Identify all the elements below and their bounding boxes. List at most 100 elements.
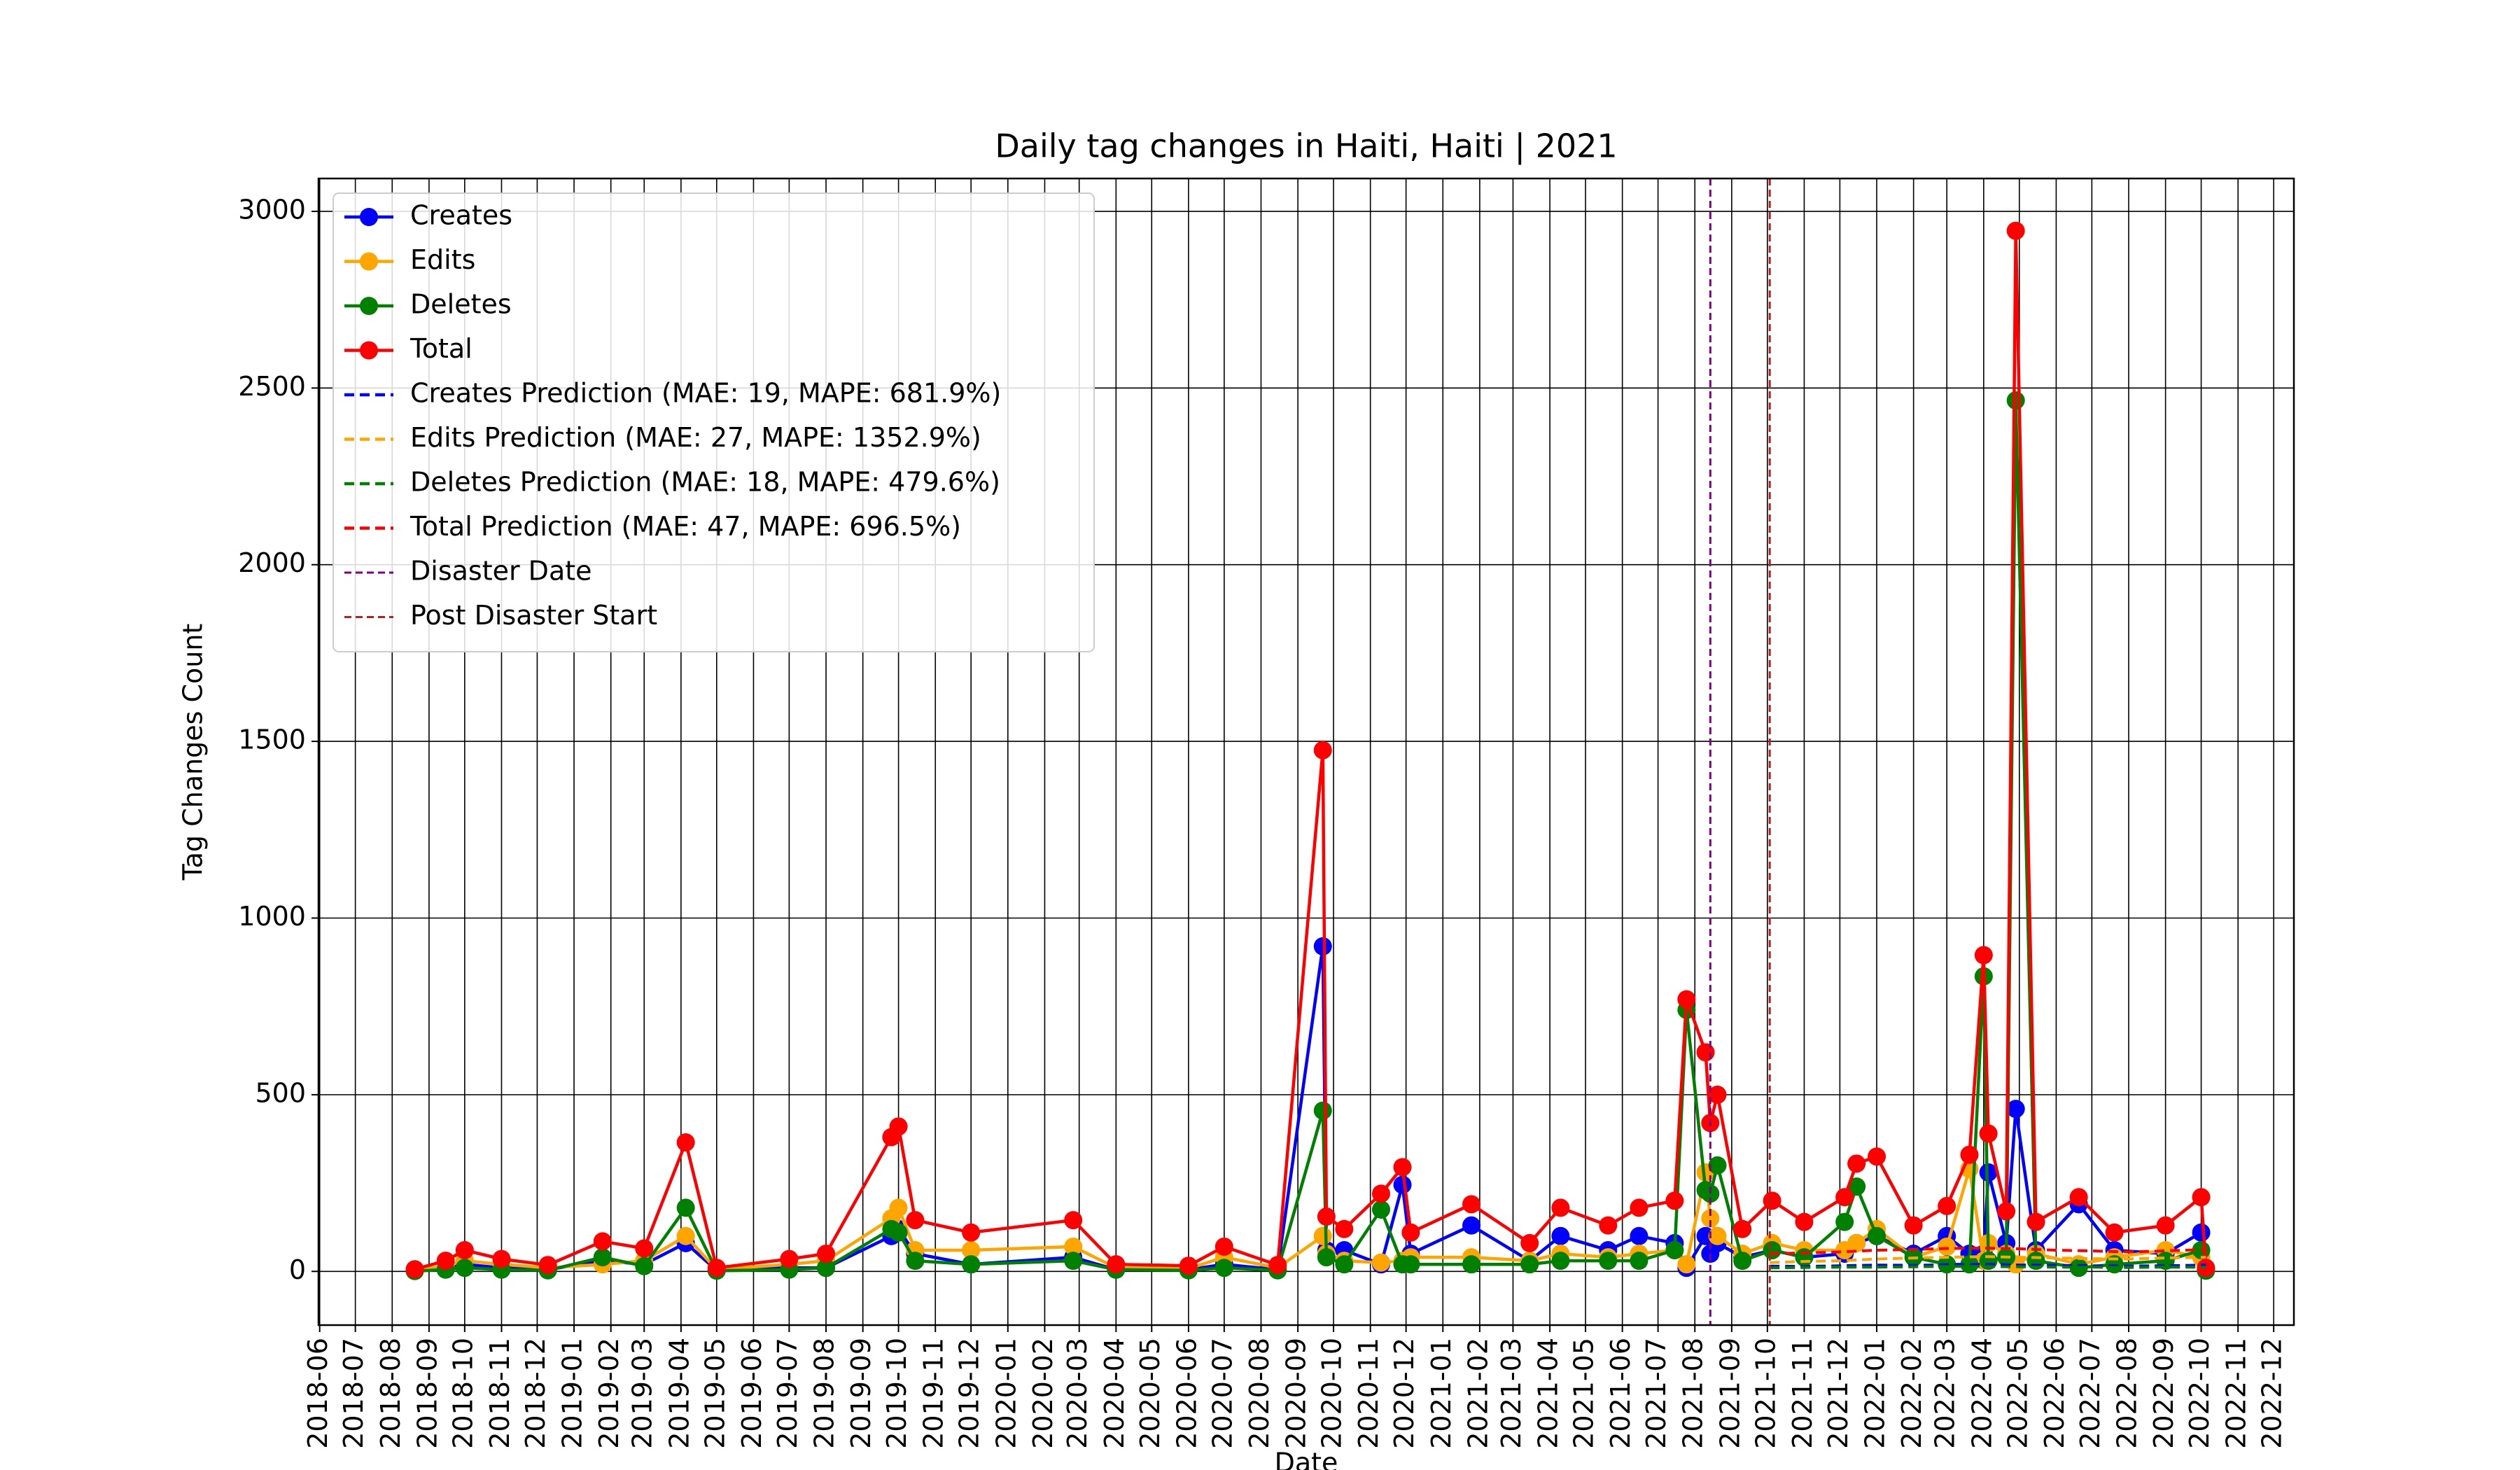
data-point xyxy=(1064,1211,1083,1230)
prediction-line xyxy=(1770,1246,2206,1255)
data-point xyxy=(1974,946,1993,965)
x-tick-label: 2019-05 xyxy=(699,1338,730,1449)
x-tick-label: 2020-06 xyxy=(1171,1338,1202,1449)
data-point xyxy=(1733,1252,1752,1270)
legend-label: Deletes Prediction (MAE: 18, MAPE: 479.6… xyxy=(410,467,1000,498)
data-point xyxy=(1795,1212,1814,1231)
data-point xyxy=(1551,1226,1570,1245)
data-point xyxy=(436,1252,455,1270)
data-point xyxy=(1997,1202,2016,1221)
x-tick-label: 2021-10 xyxy=(1750,1338,1781,1449)
x-tick-label: 2022-11 xyxy=(2221,1338,2252,1449)
data-point xyxy=(1313,1101,1332,1120)
x-tick-label: 2018-10 xyxy=(447,1338,478,1449)
data-point xyxy=(1335,1219,1354,1238)
data-point xyxy=(1835,1212,1854,1231)
data-point xyxy=(1462,1216,1481,1235)
x-tick-label: 2021-01 xyxy=(1426,1338,1457,1449)
legend-label: Disaster Date xyxy=(410,556,592,587)
data-point xyxy=(1371,1184,1390,1203)
legend-marker xyxy=(360,208,378,226)
x-tick-label: 2020-09 xyxy=(1281,1338,1312,1449)
x-tick-label: 2019-07 xyxy=(772,1338,803,1449)
data-point xyxy=(492,1250,511,1268)
data-point xyxy=(1371,1200,1390,1219)
data-point xyxy=(817,1245,836,1264)
data-point xyxy=(538,1256,557,1275)
y-tick-label: 0 xyxy=(289,1254,306,1285)
data-point xyxy=(1938,1196,1956,1215)
x-tick-label: 2018-07 xyxy=(338,1338,369,1449)
data-point xyxy=(889,1117,908,1136)
data-point xyxy=(1630,1252,1648,1270)
data-point xyxy=(1847,1233,1866,1252)
data-point xyxy=(2069,1188,2088,1207)
x-tick-label: 2021-06 xyxy=(1605,1338,1636,1449)
data-point xyxy=(1317,1208,1336,1226)
x-tick-label: 2021-07 xyxy=(1641,1338,1672,1449)
data-point xyxy=(1979,1124,1998,1143)
series-layer xyxy=(405,221,2216,1280)
x-tick-label: 2020-05 xyxy=(1135,1338,1166,1449)
x-tick-label: 2021-11 xyxy=(1787,1338,1818,1449)
data-point xyxy=(455,1240,474,1259)
y-tick-label: 3000 xyxy=(238,194,306,225)
x-tick-label: 2020-07 xyxy=(1207,1338,1238,1449)
data-point xyxy=(2006,221,2025,240)
data-point xyxy=(1630,1226,1648,1245)
x-tick-label: 2021-09 xyxy=(1714,1338,1745,1449)
data-point xyxy=(1393,1158,1412,1177)
x-tick-label: 2018-06 xyxy=(302,1338,333,1449)
data-point xyxy=(593,1232,612,1251)
data-point xyxy=(635,1256,654,1275)
chart-title: Daily tag changes in Haiti, Haiti | 2021 xyxy=(995,127,1617,166)
legend: Creates Edits Deletes Total Creates Predicti… xyxy=(332,192,1095,652)
data-point xyxy=(1677,1255,1696,1274)
x-tick-label: 2019-12 xyxy=(954,1338,985,1449)
data-point xyxy=(2156,1216,2175,1235)
series-line xyxy=(414,946,2208,1273)
x-tick-label: 2021-12 xyxy=(1823,1338,1854,1449)
data-point xyxy=(1868,1147,1886,1166)
legend-label: Edits Prediction (MAE: 27, MAPE: 1352.9%… xyxy=(410,422,981,453)
data-point xyxy=(1708,1226,1727,1245)
x-tick-label: 2020-01 xyxy=(990,1338,1021,1449)
data-point xyxy=(2192,1188,2211,1207)
data-point xyxy=(889,1198,908,1217)
data-point xyxy=(906,1211,925,1230)
x-tick-label: 2022-05 xyxy=(2002,1338,2033,1449)
x-tick-label: 2020-02 xyxy=(1028,1338,1058,1449)
x-tick-label: 2020-03 xyxy=(1062,1338,1093,1449)
data-point xyxy=(1520,1255,1539,1274)
x-tick-label: 2022-03 xyxy=(1930,1338,1961,1449)
data-point xyxy=(707,1259,726,1278)
x-tick-label: 2021-08 xyxy=(1678,1338,1709,1449)
data-point xyxy=(2105,1223,2124,1242)
data-point xyxy=(1665,1191,1684,1210)
x-tick-label: 2022-04 xyxy=(1966,1338,1997,1449)
x-tick-label: 2020-11 xyxy=(1353,1338,1384,1449)
x-axis-label: Date xyxy=(1275,1448,1338,1470)
data-point xyxy=(2192,1223,2211,1242)
legend-label: Post Disaster Start xyxy=(410,600,657,631)
y-tick-label: 2000 xyxy=(238,547,306,578)
data-point xyxy=(1599,1216,1618,1235)
legend-label: Creates xyxy=(410,200,512,231)
data-point xyxy=(1696,1043,1715,1062)
data-point xyxy=(962,1255,981,1274)
data-point xyxy=(1268,1256,1287,1275)
x-tick-label: 2018-12 xyxy=(520,1338,551,1449)
x-tick-label: 2022-12 xyxy=(2257,1338,2288,1449)
x-tick-label: 2019-10 xyxy=(881,1338,912,1449)
x-tick-label: 2020-04 xyxy=(1099,1338,1130,1449)
data-point xyxy=(676,1133,695,1152)
data-point xyxy=(1214,1237,1233,1256)
x-tick-label: 2019-04 xyxy=(664,1338,694,1449)
x-tick-label: 2019-02 xyxy=(594,1338,624,1449)
data-point xyxy=(1904,1216,1923,1235)
data-point xyxy=(1960,1145,1979,1164)
data-point xyxy=(1701,1184,1720,1203)
legend-marker xyxy=(360,297,378,315)
legend-label: Creates Prediction (MAE: 19, MAPE: 681.9… xyxy=(410,378,1001,409)
data-point xyxy=(1763,1240,1782,1259)
